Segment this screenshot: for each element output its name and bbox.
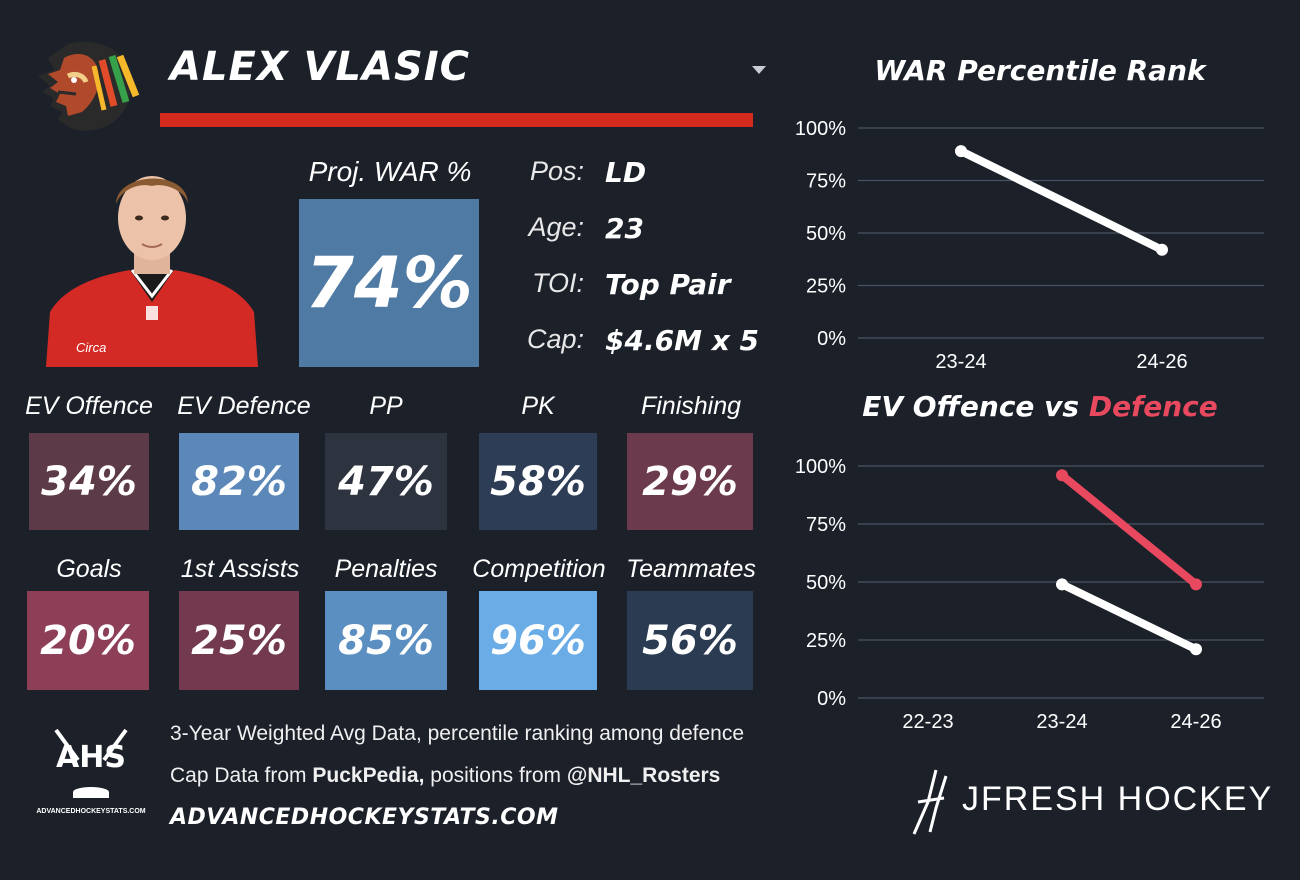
- tile-1st-assists: 25%: [179, 591, 299, 690]
- data-point: [1056, 578, 1068, 591]
- team-logo: [28, 36, 150, 136]
- tile-value: 56%: [642, 617, 738, 664]
- y-tick-label: 0%: [817, 328, 846, 350]
- tile-label-pk: PK: [521, 392, 555, 420]
- tile-value: 25%: [191, 617, 287, 664]
- svg-text:Circa: Circa: [76, 340, 106, 355]
- y-tick-label: 75%: [806, 514, 846, 536]
- tile-value: 58%: [490, 458, 586, 505]
- tile-value: 29%: [642, 458, 738, 505]
- chart2-title-part2: Defence: [1088, 390, 1218, 423]
- series-line: [1058, 580, 1200, 654]
- series-line: [1058, 471, 1200, 589]
- ahs-logo-text: AHS: [56, 740, 126, 775]
- proj-war-value: 74%: [305, 242, 473, 324]
- title-underline: [160, 113, 753, 127]
- tile-label-pp: PP: [369, 392, 403, 420]
- tile-label-goals: Goals: [56, 555, 122, 583]
- y-tick-label: 50%: [806, 223, 846, 245]
- jfresh-logo-icon: [906, 766, 952, 838]
- footer-line2-pre: Cap Data from: [170, 764, 313, 787]
- footer-line1: 3-Year Weighted Avg Data, percentile ran…: [170, 722, 744, 745]
- tile-ev-defence: 82%: [179, 433, 299, 530]
- tile-value: 34%: [41, 458, 137, 505]
- info-value-pos: LD: [605, 156, 647, 189]
- ev-offence-defence-chart: 0% 25% 50% 75% 100% 22-23 23-24 24-26: [795, 456, 1264, 733]
- tile-ev-offence: 34%: [29, 433, 149, 530]
- info-key-toi: TOI:: [531, 268, 584, 298]
- tile-label-ev-offence: EV Offence: [25, 392, 153, 420]
- tile-label-teammates: Teammates: [626, 555, 756, 583]
- info-value-cap: $4.6M x 5: [605, 324, 759, 357]
- x-tick-label: 22-23: [902, 711, 953, 733]
- y-tick-label: 0%: [817, 688, 846, 710]
- tile-label-ev-defence: EV Defence: [177, 392, 311, 420]
- tile-value: 47%: [338, 458, 434, 505]
- footer-line2: Cap Data from PuckPedia, positions from …: [170, 764, 720, 788]
- data-point: [1190, 578, 1202, 591]
- data-point: [1056, 469, 1068, 482]
- info-value-toi: Top Pair: [605, 268, 731, 301]
- y-tick-label: 25%: [806, 630, 846, 652]
- tile-goals: 20%: [27, 591, 149, 690]
- info-value-age: 23: [605, 212, 644, 245]
- ahs-logo-sub: ADVANCEDHOCKEYSTATS.COM: [36, 808, 146, 815]
- chart2-title-part1: EV Offence vs: [862, 390, 1089, 423]
- tile-pk: 58%: [479, 433, 597, 530]
- site-url-link[interactable]: ADVANCEDHOCKEYSTATS.COM: [170, 805, 559, 830]
- tile-label-finishing: Finishing: [640, 392, 742, 420]
- chart1-title: WAR Percentile Rank: [874, 54, 1206, 87]
- info-key-cap: Cap:: [526, 324, 584, 354]
- tile-value: 20%: [40, 617, 136, 664]
- tile-teammates: 56%: [627, 591, 753, 690]
- war-percentile-chart: 0% 25% 50% 75% 100% 23-24 24-26: [795, 118, 1264, 373]
- series-line: [957, 147, 1166, 254]
- player-select-dropdown-icon[interactable]: [752, 66, 766, 74]
- y-tick-label: 25%: [806, 276, 846, 298]
- proj-war-tile: 74%: [299, 199, 479, 367]
- y-tick-label: 50%: [806, 572, 846, 594]
- ahs-logo: AHS ADVANCEDHOCKEYSTATS.COM: [36, 726, 146, 822]
- x-tick-label: 23-24: [1036, 711, 1087, 733]
- x-tick-label: 24-26: [1170, 711, 1221, 733]
- tile-label-1st-assists: 1st Assists: [180, 555, 300, 583]
- data-point: [1190, 643, 1202, 656]
- tile-penalties: 85%: [325, 591, 447, 690]
- tile-value: 82%: [191, 458, 287, 505]
- brand-name: JFRESH HOCKEY: [962, 780, 1274, 818]
- player-name: ALEX VLASIC: [170, 44, 470, 90]
- tile-value: 85%: [338, 617, 434, 664]
- proj-war-label: Proj. WAR %: [308, 156, 472, 187]
- nhl-rosters-link[interactable]: @NHL_Rosters: [566, 764, 721, 787]
- tile-pp: 47%: [325, 433, 447, 530]
- x-tick-label: 23-24: [935, 351, 986, 373]
- y-tick-label: 75%: [806, 171, 846, 193]
- tile-label-penalties: Penalties: [334, 555, 438, 583]
- tile-finishing: 29%: [627, 433, 753, 530]
- tile-competition: 96%: [479, 591, 597, 690]
- info-key-age: Age:: [528, 212, 584, 242]
- chart2-title: EV Offence vs Defence: [820, 390, 1260, 423]
- tile-label-competition: Competition: [472, 555, 606, 583]
- x-tick-label: 24-26: [1136, 351, 1187, 373]
- info-key-pos: Pos:: [529, 156, 584, 186]
- footer-line2-mid: positions from: [424, 764, 567, 787]
- player-photo: Circa: [46, 162, 258, 367]
- y-tick-label: 100%: [795, 118, 846, 140]
- y-tick-label: 100%: [795, 456, 846, 478]
- data-point: [1156, 243, 1168, 256]
- data-point: [955, 145, 967, 158]
- tile-value: 96%: [490, 617, 586, 664]
- puckpedia-link[interactable]: PuckPedia,: [312, 764, 425, 787]
